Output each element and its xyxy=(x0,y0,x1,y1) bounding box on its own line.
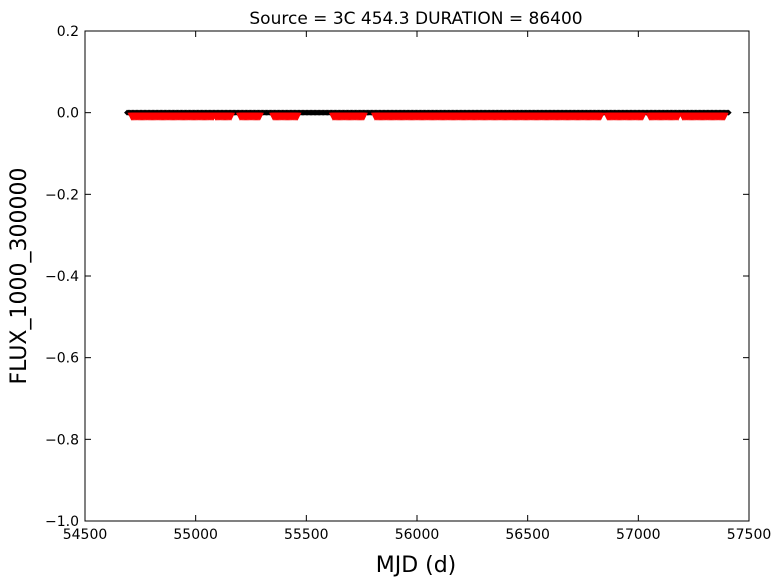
x-tick-label: 57000 xyxy=(616,527,661,543)
chart-title: Source = 3C 454.3 DURATION = 86400 xyxy=(249,9,582,29)
plot-area xyxy=(124,109,732,121)
x-tick-label: 56500 xyxy=(505,527,550,543)
x-axis-title: MJD (d) xyxy=(376,553,457,578)
data-point xyxy=(227,112,236,121)
y-tick-label: −0.6 xyxy=(45,351,79,367)
data-point xyxy=(720,112,729,121)
axis-ticks: 54500 55000 55500 56000 56500 57000 57500 −1.0 −… xyxy=(45,24,771,543)
x-tick-label: 54500 xyxy=(63,527,108,543)
series-red-points xyxy=(127,112,729,121)
y-tick-label: 0.2 xyxy=(57,24,79,40)
plot-frame xyxy=(84,30,750,522)
x-tick-label: 55000 xyxy=(173,527,218,543)
y-tick-label: 0.0 xyxy=(57,106,79,122)
data-point xyxy=(293,112,302,121)
data-point xyxy=(255,112,264,121)
x-tick-label: 55500 xyxy=(284,527,329,543)
y-tick-label: −0.8 xyxy=(45,432,79,448)
y-tick-label: −0.4 xyxy=(45,269,79,285)
data-point xyxy=(596,112,605,121)
x-tick-label: 57500 xyxy=(727,527,772,543)
x-tick-label: 56000 xyxy=(395,527,440,543)
y-axis-title: FLUX_1000_300000 xyxy=(7,168,32,385)
data-point xyxy=(638,112,647,121)
data-point xyxy=(359,112,368,121)
y-tick-label: −0.2 xyxy=(45,187,79,203)
y-tick-label: −1.0 xyxy=(45,514,79,530)
